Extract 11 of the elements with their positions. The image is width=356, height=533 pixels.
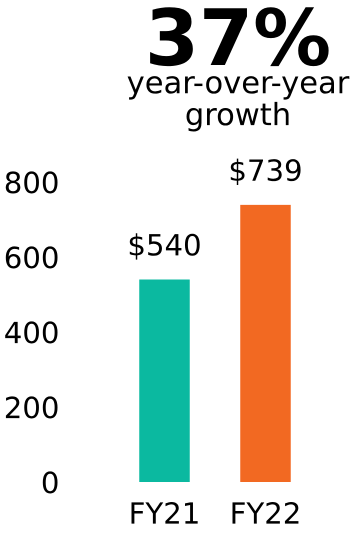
y-tick-label: 0 [42, 471, 58, 494]
data-label: $739 [230, 158, 301, 186]
x-tick-label: FY21 [132, 502, 198, 524]
chart-title: 37% [150, 7, 329, 66]
y-tick-label: 800 [6, 171, 58, 194]
y-tick-label: 400 [5, 321, 58, 344]
x-tick-label: FY22 [232, 502, 298, 524]
data-label: $540 [130, 233, 200, 260]
y-tick-label: 200 [6, 396, 58, 418]
y-tick-label: 600 [6, 246, 58, 268]
chart-subtitle: year-over-year growth [128, 76, 350, 132]
